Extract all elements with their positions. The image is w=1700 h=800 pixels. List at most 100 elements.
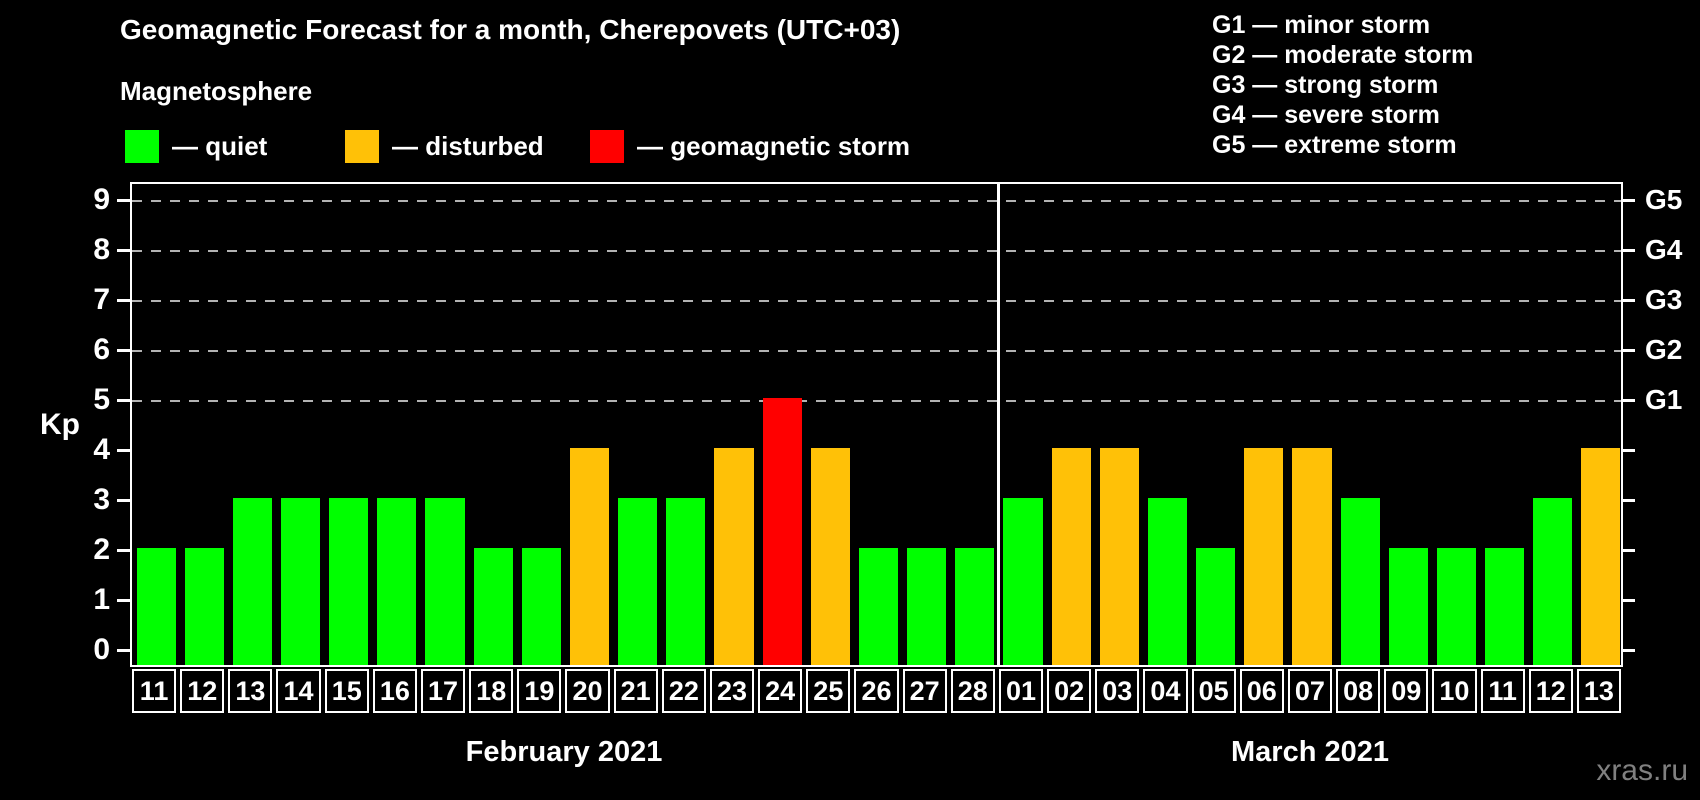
- date-cell-february-23: 23: [709, 669, 755, 713]
- gridline-kp7: [132, 300, 1621, 302]
- kp-bar-february-11: [136, 548, 176, 665]
- kp-bar-march-01: [1003, 498, 1043, 665]
- y-tick-left-3: [117, 498, 130, 502]
- kp-bar-february-27: [907, 548, 947, 665]
- month-label-february: February 2021: [465, 736, 663, 768]
- y-tick-label-4: 4: [93, 433, 110, 466]
- kp-bar-february-13: [232, 498, 272, 665]
- date-cell-february-24: 24: [758, 669, 803, 713]
- date-cell-february-20: 20: [565, 669, 610, 713]
- kp-bar-march-11: [1485, 548, 1525, 665]
- disturbed-color-swatch: [345, 130, 379, 163]
- date-cell-march-01: 01: [998, 669, 1044, 713]
- date-cell-february-14: 14: [276, 669, 321, 713]
- y-tick-label-1: 1: [93, 583, 110, 616]
- y-tick-right-5: [1621, 398, 1635, 402]
- plot-area: [130, 182, 1623, 667]
- gridline-kp5: [132, 400, 1621, 402]
- y-tick-left-5: [117, 398, 130, 402]
- legend-label-quiet: — quiet: [172, 131, 268, 161]
- date-cell-february-12: 12: [180, 669, 225, 713]
- y-tick-left-1: [117, 598, 130, 602]
- date-cell-february-25: 25: [806, 669, 851, 713]
- y-tick-right-3: [1621, 498, 1635, 502]
- legend-item-storm: — geomagnetic storm: [590, 130, 910, 163]
- kp-bar-february-23: [714, 448, 754, 665]
- date-cell-february-16: 16: [372, 669, 417, 713]
- y-axis-title: Kp: [40, 408, 80, 441]
- date-cell-march-03: 03: [1095, 669, 1140, 713]
- right-axis-label-g5: G5: [1645, 184, 1683, 215]
- kp-bar-february-26: [858, 548, 899, 665]
- kp-bar-february-28: [955, 548, 995, 665]
- watermark: xras.ru: [1596, 754, 1688, 787]
- date-cell-march-04: 04: [1143, 669, 1188, 713]
- g-legend-line-g1: G1 — minor storm: [1212, 11, 1431, 39]
- date-cell-february-19: 19: [517, 669, 562, 713]
- date-cell-march-09: 09: [1384, 669, 1429, 713]
- storm-color-swatch: [590, 130, 624, 163]
- date-cell-february-18: 18: [469, 669, 514, 713]
- right-axis-label-g4: G4: [1645, 234, 1683, 265]
- kp-bar-february-24: [762, 398, 802, 665]
- gridline-kp8: [132, 250, 1621, 252]
- month-label-march: March 2021: [1231, 736, 1389, 768]
- kp-bar-february-14: [280, 498, 321, 665]
- y-tick-left-8: [117, 248, 130, 252]
- kp-bar-february-12: [184, 548, 224, 665]
- y-tick-right-1: [1621, 598, 1635, 602]
- kp-bar-february-15: [329, 498, 369, 665]
- y-tick-right-6: [1621, 348, 1635, 352]
- kp-bar-march-12: [1533, 498, 1573, 665]
- quiet-color-swatch: [125, 130, 159, 163]
- date-cell-march-08: 08: [1336, 669, 1381, 713]
- y-tick-label-6: 6: [93, 333, 110, 366]
- y-tick-left-6: [117, 348, 130, 352]
- date-cell-march-07: 07: [1287, 669, 1333, 713]
- chart-title: Geomagnetic Forecast for a month, Cherep…: [120, 14, 901, 45]
- gridline-kp6: [132, 350, 1621, 352]
- y-tick-right-2: [1621, 548, 1635, 552]
- g-scale-legend: G1 — minor storm G2 — moderate storm G3 …: [1212, 10, 1473, 160]
- y-tick-label-3: 3: [93, 483, 110, 516]
- kp-bar-march-09: [1388, 548, 1428, 665]
- kp-bar-march-08: [1340, 498, 1380, 665]
- kp-bar-february-17: [425, 498, 465, 665]
- date-cell-february-28: 28: [950, 669, 995, 713]
- gridline-kp9: [132, 200, 1621, 202]
- legend-item-quiet: — quiet: [125, 130, 267, 163]
- y-tick-label-2: 2: [93, 533, 110, 566]
- legend-label-disturbed: — disturbed: [392, 131, 544, 161]
- kp-bar-february-21: [618, 498, 658, 665]
- date-cell-march-06: 06: [1239, 669, 1284, 713]
- kp-bar-february-18: [473, 548, 513, 665]
- g-legend-line-g5: G5 — extreme storm: [1212, 131, 1457, 159]
- right-axis-label-g3: G3: [1645, 284, 1683, 315]
- month-separator: [996, 184, 1000, 665]
- date-cell-february-13: 13: [228, 669, 273, 713]
- kp-bar-february-22: [666, 498, 706, 665]
- legend-item-disturbed: — disturbed: [345, 130, 544, 163]
- date-cell-march-10: 10: [1432, 669, 1477, 713]
- date-cell-february-15: 15: [324, 669, 369, 713]
- right-axis-label-g1: G1: [1645, 384, 1683, 415]
- y-tick-label-9: 9: [93, 183, 110, 216]
- g-legend-line-g4: G4 — severe storm: [1212, 101, 1440, 129]
- y-tick-label-8: 8: [93, 233, 110, 266]
- kp-bar-march-05: [1196, 548, 1236, 665]
- date-cell-february-11: 11: [132, 669, 177, 713]
- date-cell-march-13: 13: [1576, 669, 1621, 713]
- y-tick-left-4: [117, 448, 130, 452]
- g-legend-line-g2: G2 — moderate storm: [1212, 41, 1474, 69]
- magnetosphere-label: Magnetosphere: [120, 76, 313, 106]
- kp-bar-march-13: [1581, 448, 1621, 665]
- date-cell-march-05: 05: [1191, 669, 1236, 713]
- y-tick-left-0: [117, 648, 130, 652]
- kp-bar-february-25: [810, 448, 850, 665]
- kp-bar-march-07: [1292, 448, 1332, 665]
- y-tick-left-7: [117, 298, 130, 302]
- date-cell-february-21: 21: [613, 669, 658, 713]
- date-cell-march-11: 11: [1480, 669, 1525, 713]
- date-cell-february-17: 17: [420, 669, 466, 713]
